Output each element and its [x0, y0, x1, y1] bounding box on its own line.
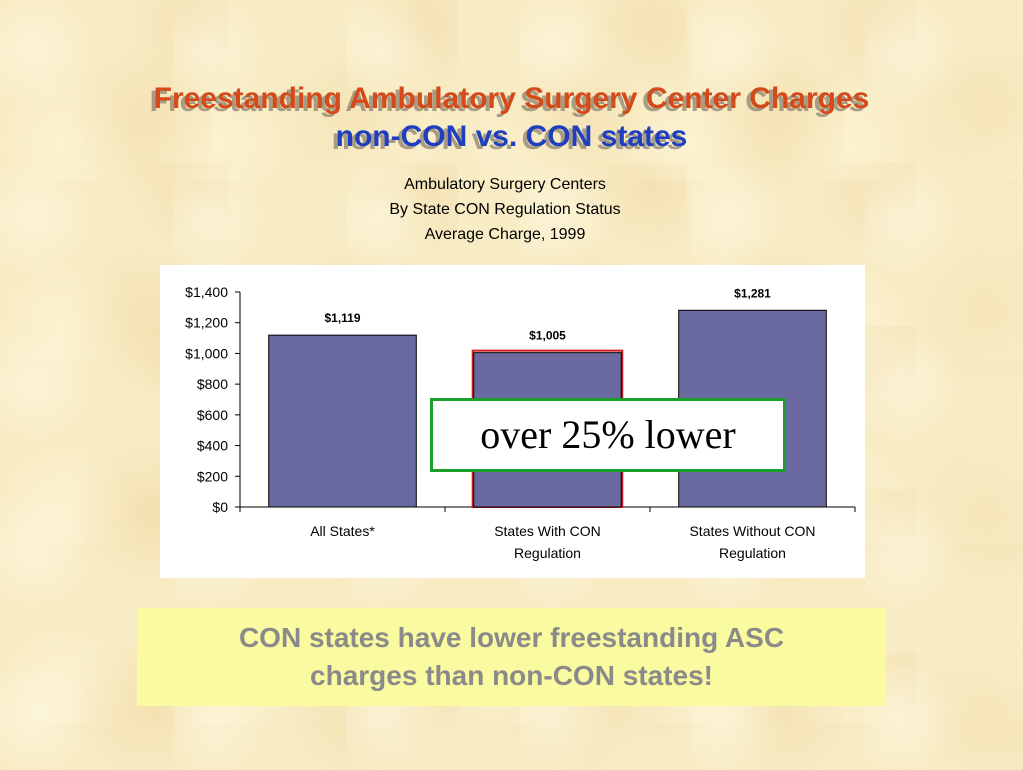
- chart-title-line-1: Ambulatory Surgery Centers: [404, 176, 606, 193]
- title-line-1: Freestanding Ambulatory Surgery Center C…: [0, 80, 1023, 118]
- chart-title: Ambulatory Surgery Centers By State CON …: [300, 172, 710, 247]
- title-line-1-text: Freestanding Ambulatory Surgery Center C…: [153, 82, 870, 115]
- y-tick-label: $800: [197, 376, 228, 392]
- y-tick-label: $600: [197, 407, 228, 423]
- slide-title: Freestanding Ambulatory Surgery Center C…: [0, 80, 1023, 156]
- title-line-2-text: non-CON vs. CON states: [335, 120, 688, 153]
- x-category-label: States With CON: [494, 523, 601, 539]
- x-category-label: Regulation: [514, 545, 581, 561]
- x-category-label: All States*: [310, 523, 375, 539]
- y-tick-label: $1,000: [185, 345, 228, 361]
- y-tick-label: $0: [212, 499, 228, 515]
- y-tick-label: $1,400: [185, 284, 228, 300]
- x-category-label: States Without CON: [689, 523, 815, 539]
- conclusion-box: CON states have lower freestanding ASC c…: [137, 608, 886, 706]
- bar-data-label: $1,005: [529, 329, 566, 343]
- title-line-1-shadow: Freestanding Ambulatory Surgery Center C…: [149, 85, 866, 118]
- y-tick-label: $200: [197, 468, 228, 484]
- conclusion-line-1: CON states have lower freestanding ASC: [238, 622, 785, 653]
- bar: [268, 334, 417, 508]
- chart-title-line-2: By State CON Regulation Status: [389, 201, 621, 218]
- conclusion-line-2: charges than non-CON states!: [310, 660, 713, 691]
- title-line-2: non-CON vs. CON states non-CON vs. CON s…: [0, 118, 1023, 156]
- y-tick-label: $400: [197, 438, 228, 454]
- chart-title-line-3: Average Charge, 1999: [424, 226, 586, 243]
- bar-data-label: $1,281: [734, 286, 771, 300]
- y-tick-label: $1,200: [185, 315, 228, 331]
- callout-box: over 25% lower: [430, 398, 786, 472]
- bar-data-label: $1,119: [324, 311, 360, 325]
- x-category-label: Regulation: [719, 545, 786, 561]
- title-line-2-shadow: non-CON vs. CON states: [331, 123, 684, 156]
